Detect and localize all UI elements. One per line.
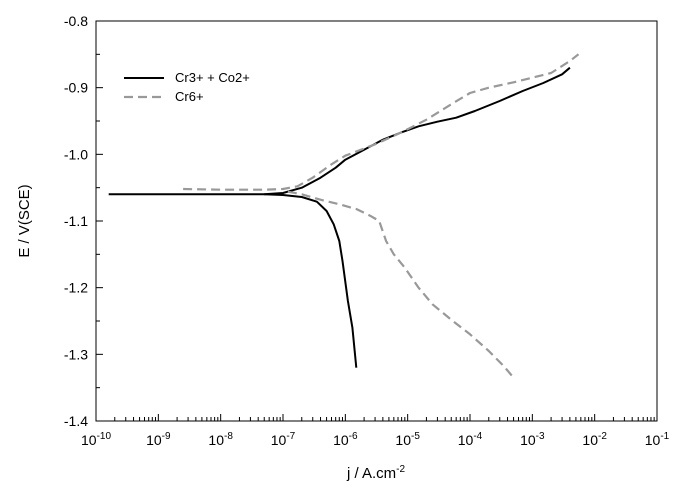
legend: Cr3+ + Co2+ Cr6+	[124, 70, 250, 104]
x-tick-label: 10-5	[395, 431, 420, 448]
y-tick-label: -0.9	[64, 80, 88, 96]
series-cr3-co2-cathodic-branch	[264, 193, 358, 368]
x-tick-label: 10-4	[458, 431, 483, 448]
x-tick-label: 10-3	[520, 431, 545, 448]
x-tick-label: 10-2	[582, 431, 607, 448]
y-tick-label: -0.8	[64, 13, 88, 29]
x-tick-label: 10-1	[645, 431, 670, 448]
x-tick-label: 10-9	[146, 431, 171, 448]
legend-label: Cr6+	[175, 89, 204, 104]
y-tick-label: -1.1	[64, 213, 88, 229]
x-axis-ticks: 10-10 10-9 10-8 10-7 10-6 10-5 10-4 10-3 10-2 10-…	[81, 414, 670, 448]
y-tick-label: -1.0	[64, 146, 88, 162]
x-tick-label: 10-7	[271, 431, 296, 448]
series-cr6-cathodic-branch	[287, 190, 515, 379]
series-cr6-anodic-branch	[183, 53, 580, 191]
x-tick-label: 10-6	[333, 431, 358, 448]
y-axis-ticks: -0.8 -0.9 -1.0 -1.1 -1.2 -1.3 -1.4	[64, 13, 103, 429]
y-tick-label: -1.4	[64, 413, 88, 429]
series-cr3-co2-anodic-branch	[108, 66, 571, 196]
y-tick-label: -1.3	[64, 346, 88, 362]
legend-label: Cr3+ + Co2+	[175, 70, 250, 85]
series-layer	[108, 53, 580, 379]
x-axis-title: j / A.cm-2	[346, 464, 406, 482]
y-tick-label: -1.2	[64, 280, 88, 296]
x-tick-label: 10-8	[208, 431, 233, 448]
y-axis-title: E / V(SCE)	[16, 184, 33, 257]
x-axis-title-exponent: -2	[396, 464, 405, 475]
x-tick-label: 10-10	[81, 431, 111, 448]
